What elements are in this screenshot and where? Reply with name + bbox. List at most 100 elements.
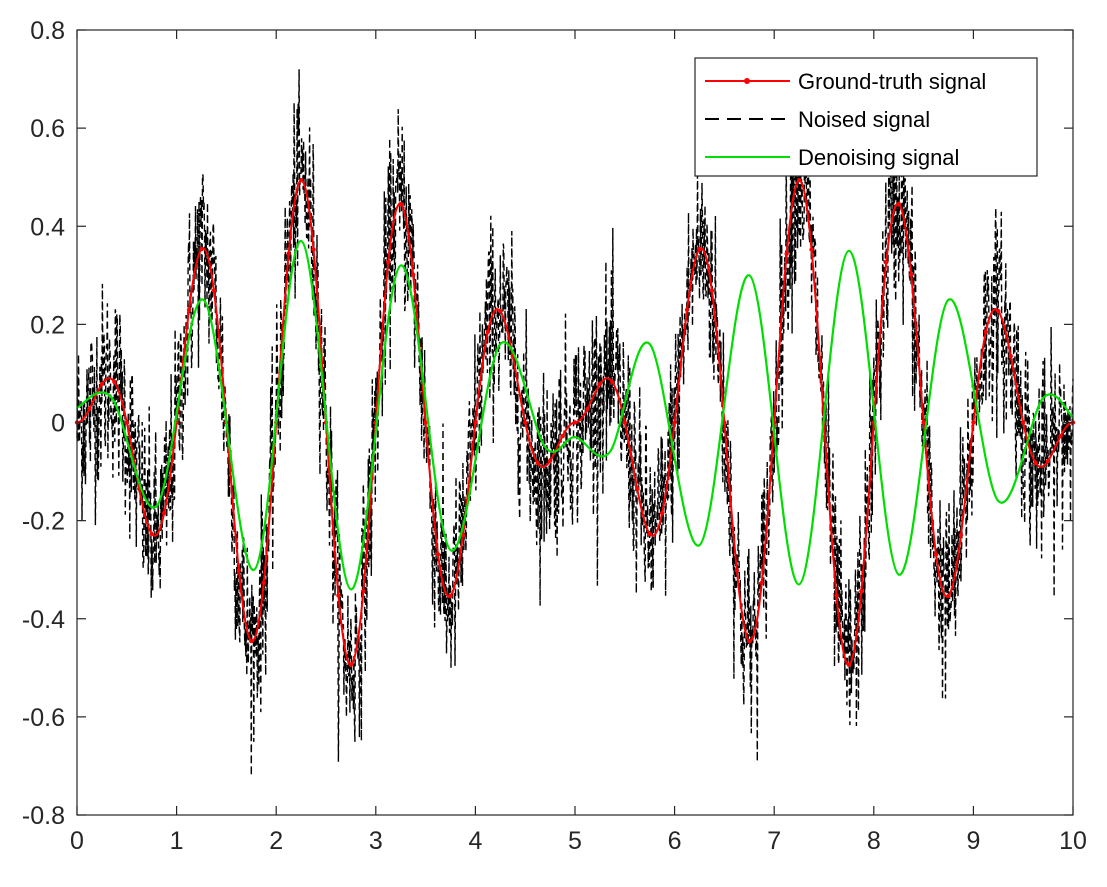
x-tick-label: 1 xyxy=(170,827,184,855)
ground-truth-point xyxy=(423,420,428,425)
ground-truth-point xyxy=(535,460,540,466)
ground-truth-point xyxy=(311,247,316,252)
x-tick-label: 5 xyxy=(568,827,582,855)
ground-truth-point xyxy=(249,638,254,644)
y-axis: 0.8 0.6 0.4 0.2 0 -0.2 -0.4 -0.6 -0.8 xyxy=(22,17,1073,830)
y-tick-label: -0.2 xyxy=(22,508,65,536)
ground-truth-point xyxy=(435,552,441,557)
ground-truth-point xyxy=(473,420,478,425)
ground-truth-point xyxy=(884,260,889,265)
ground-truth-point xyxy=(834,593,839,598)
y-tick-label: -0.4 xyxy=(22,606,65,634)
legend: Ground-truth signal Noised signal Denoisin… xyxy=(694,57,1038,177)
ground-truth-point xyxy=(386,260,391,265)
x-tick-label: 6 xyxy=(668,827,682,855)
x-tick-label: 2 xyxy=(269,827,283,855)
ground-truth-point xyxy=(186,307,192,313)
ground-truth-point xyxy=(622,420,627,425)
ground-truth-point xyxy=(747,638,752,644)
legend-label: Ground-truth signal xyxy=(798,69,986,94)
ground-truth-point xyxy=(199,246,204,252)
ground-truth-point xyxy=(361,588,366,594)
ground-truth-point xyxy=(410,272,416,277)
ground-truth-point xyxy=(112,379,117,385)
ground-truth-point xyxy=(336,593,341,598)
ground-truth-point xyxy=(971,420,976,425)
ground-truth-point xyxy=(149,531,154,537)
ground-truth-point xyxy=(398,201,403,207)
y-tick-label: 0.4 xyxy=(30,213,65,241)
y-tick-label: 0.6 xyxy=(30,115,65,143)
ground-truth-point xyxy=(734,568,740,573)
ground-truth-point xyxy=(286,251,291,257)
ground-truth-point xyxy=(261,580,266,585)
x-axis: 0 1 2 3 4 5 6 7 8 9 10 xyxy=(70,30,1087,855)
ground-truth-point xyxy=(659,510,665,516)
ground-truth-point xyxy=(796,178,802,183)
x-tick-label: 4 xyxy=(468,827,482,855)
ground-truth-markers xyxy=(74,178,1076,667)
ground-truth-point xyxy=(560,433,565,439)
denoising-line xyxy=(76,239,1074,591)
ground-truth-point xyxy=(697,246,702,252)
x-tick-label: 3 xyxy=(369,827,383,855)
ground-truth-point xyxy=(859,588,864,594)
legend-marker xyxy=(744,78,750,84)
x-tick-label: 7 xyxy=(767,827,781,855)
ground-truth-point xyxy=(99,381,105,387)
ground-truth-point xyxy=(722,420,727,425)
y-tick-label: 0.2 xyxy=(30,311,65,339)
ground-truth-point xyxy=(572,420,578,425)
noised-signal-path xyxy=(76,69,1074,776)
y-tick-label: -0.6 xyxy=(22,704,65,732)
ground-truth-point xyxy=(523,420,528,425)
legend-label: Noised signal xyxy=(798,107,930,132)
x-tick-label: 0 xyxy=(70,827,84,855)
ground-truth-point xyxy=(448,593,453,599)
ground-truth-point xyxy=(348,662,354,667)
ground-truth-point xyxy=(635,486,640,492)
noised-signal-line xyxy=(76,69,1074,776)
y-tick-label: -0.8 xyxy=(22,802,65,830)
ground-truth-point xyxy=(597,381,603,387)
ground-truth-point xyxy=(1033,460,1038,466)
ground-truth-point xyxy=(921,420,926,425)
legend-label: Denoising signal xyxy=(798,145,959,170)
ground-truth-point xyxy=(647,531,652,537)
ground-truth-point xyxy=(672,420,677,425)
x-tick-label: 8 xyxy=(867,827,881,855)
ground-truth-point xyxy=(784,251,789,257)
ground-truth-point xyxy=(1045,458,1051,464)
ground-truth-point xyxy=(498,308,503,314)
x-tick-label: 10 xyxy=(1059,827,1087,855)
ground-truth-point xyxy=(809,247,814,252)
ground-truth-point xyxy=(236,568,242,573)
ground-truth-point xyxy=(946,593,951,599)
ground-truth-point xyxy=(1058,433,1063,439)
ground-truth-point xyxy=(1008,353,1013,359)
ground-truth-point xyxy=(610,379,615,385)
y-tick-label: 0 xyxy=(51,410,65,438)
ground-truth-point xyxy=(124,420,129,425)
ground-truth-point xyxy=(211,288,217,293)
ground-truth-point xyxy=(87,406,92,412)
ground-truth-point xyxy=(1021,420,1026,425)
ground-truth-point xyxy=(759,580,764,585)
ground-truth-point xyxy=(709,288,715,293)
ground-truth-point xyxy=(846,662,852,667)
ground-truth-point xyxy=(958,532,964,538)
ground-truth-point xyxy=(896,201,901,207)
y-tick-label: 0.8 xyxy=(30,17,65,45)
ground-truth-point xyxy=(298,178,304,183)
x-tick-label: 9 xyxy=(966,827,980,855)
ground-truth-point xyxy=(547,458,553,464)
ground-truth-point xyxy=(684,307,690,313)
ground-truth-point xyxy=(161,510,167,516)
ground-truth-point xyxy=(585,406,590,412)
ground-truth-point xyxy=(933,552,939,557)
ground-truth-point xyxy=(908,272,914,277)
ground-truth-point xyxy=(996,308,1001,314)
ground-truth-point xyxy=(485,329,491,335)
ground-truth-point xyxy=(983,329,989,335)
